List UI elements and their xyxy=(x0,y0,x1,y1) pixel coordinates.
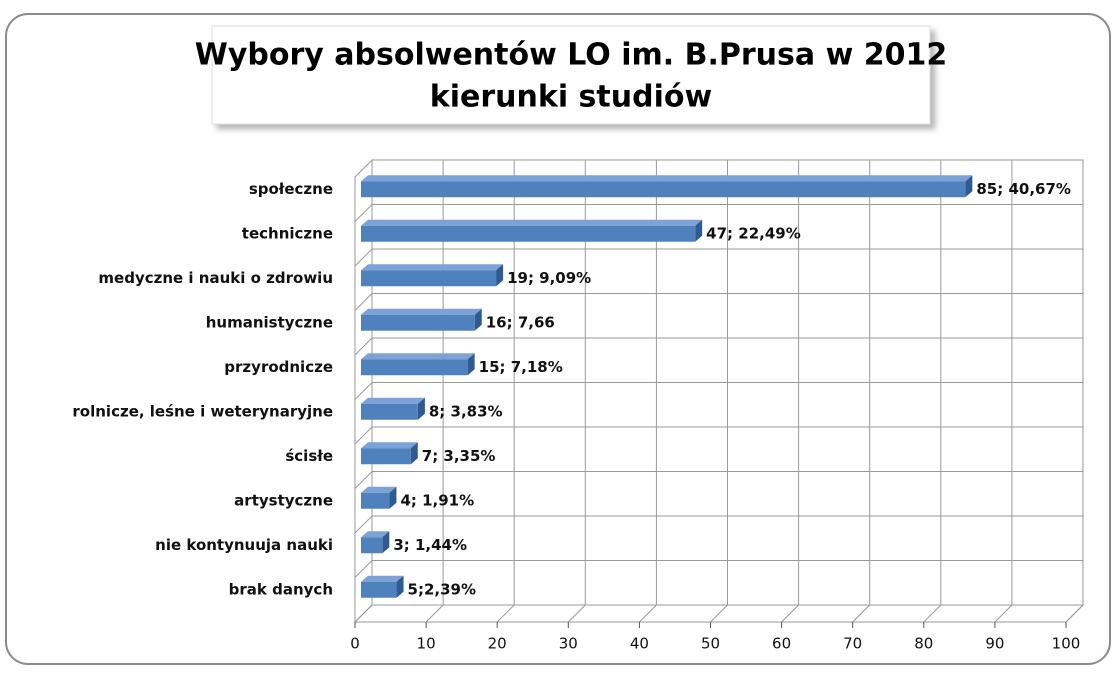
bar-side xyxy=(695,219,703,242)
bar-side xyxy=(389,486,397,509)
grid-line xyxy=(923,160,942,623)
bar-side xyxy=(410,442,418,465)
bar-side xyxy=(467,353,475,376)
y-tick-label: ścisłe xyxy=(285,447,333,465)
grid-line xyxy=(710,160,728,623)
bar-top xyxy=(361,397,425,404)
y-tick-label: rolnicze, leśne i weterynaryjne xyxy=(72,402,333,420)
x-tick-label: 70 xyxy=(843,635,862,653)
value-label: 47; 22,49% xyxy=(706,224,801,242)
value-label: 7; 3,35% xyxy=(422,447,496,465)
value-label: 15; 7,18% xyxy=(479,358,563,376)
bar-top xyxy=(361,442,418,449)
bar-top xyxy=(361,175,973,182)
y-tick-label: techniczne xyxy=(242,224,333,242)
y-tick-label: społeczne xyxy=(249,180,333,198)
x-tick-label: 40 xyxy=(630,635,649,653)
bar-top xyxy=(361,264,504,271)
grid-line xyxy=(852,160,871,623)
bar xyxy=(361,448,411,465)
bar xyxy=(361,181,966,198)
y-tick-label: nie kontynuuja nauki xyxy=(155,536,333,554)
grid-line xyxy=(496,160,515,623)
bar xyxy=(361,492,390,509)
grid-line xyxy=(567,160,586,623)
bar-side xyxy=(474,308,482,331)
bar xyxy=(361,314,475,331)
value-label: 4; 1,91% xyxy=(400,491,474,509)
y-tick-label: artystyczne xyxy=(234,491,333,509)
x-tick-label: 20 xyxy=(488,635,507,653)
value-label: 8; 3,83% xyxy=(429,402,503,420)
bar-side xyxy=(496,264,504,287)
grid-line xyxy=(1065,160,1084,623)
y-tick-label: humanistyczne xyxy=(206,313,333,331)
x-tick-label: 100 xyxy=(1052,635,1081,653)
value-label: 85; 40,67% xyxy=(976,180,1071,198)
value-label: 5;2,39% xyxy=(408,580,476,598)
x-tick-label: 30 xyxy=(559,635,578,653)
bar xyxy=(361,537,383,554)
bar-side xyxy=(396,575,404,598)
grid-line xyxy=(354,160,373,623)
y-tick-label: brak danych xyxy=(229,580,333,598)
bar-side xyxy=(417,397,425,420)
bar-top xyxy=(361,353,475,360)
bar xyxy=(361,359,468,376)
bar-top xyxy=(361,219,703,226)
title-box xyxy=(211,25,931,125)
bar-top xyxy=(361,308,482,315)
bar xyxy=(361,581,397,598)
chart-subtitle: kierunki studiów xyxy=(430,80,712,115)
bar-top xyxy=(361,486,397,493)
x-tick-label: 60 xyxy=(772,635,791,653)
grid-line xyxy=(994,160,1013,623)
bar xyxy=(361,270,497,287)
grid-line xyxy=(639,160,657,623)
grid-line xyxy=(425,160,444,623)
bar-top xyxy=(361,575,404,582)
chart-title: Wybory absolwentów LO im. B.Prusa w 2012 xyxy=(195,38,948,73)
y-tick-label: medyczne i nauki o zdrowiu xyxy=(98,269,333,287)
x-tick-label: 80 xyxy=(914,635,933,653)
bar-side xyxy=(382,531,390,554)
value-label: 19; 9,09% xyxy=(507,269,591,287)
x-tick-label: 0 xyxy=(350,635,360,653)
x-tick-label: 10 xyxy=(417,635,436,653)
value-label: 16; 7,66 xyxy=(486,313,555,331)
bar-side xyxy=(965,175,973,198)
bar-top xyxy=(361,531,390,538)
grid-line xyxy=(781,160,800,623)
bar xyxy=(361,225,696,242)
value-label: 3; 1,44% xyxy=(393,536,467,554)
x-tick-label: 50 xyxy=(701,635,720,653)
y-tick-label: przyrodnicze xyxy=(224,358,333,376)
x-tick-label: 90 xyxy=(985,635,1004,653)
bar xyxy=(361,403,418,420)
